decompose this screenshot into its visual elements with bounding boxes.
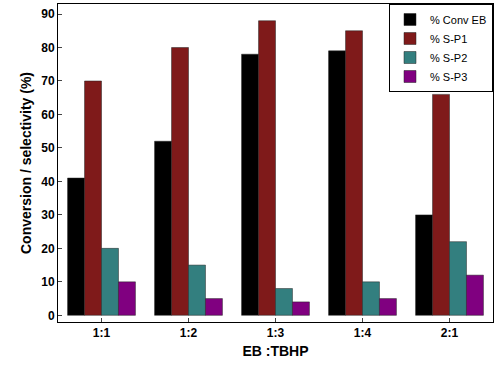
svg-text:90: 90 — [41, 7, 55, 21]
svg-text:20: 20 — [41, 242, 55, 256]
svg-text:EB :TBHP: EB :TBHP — [242, 343, 308, 359]
svg-text:1:1: 1:1 — [93, 326, 111, 340]
svg-text:30: 30 — [41, 208, 55, 222]
svg-text:1:3: 1:3 — [267, 326, 285, 340]
svg-text:0: 0 — [48, 309, 55, 323]
svg-text:10: 10 — [41, 275, 55, 289]
svg-text:% S-P1: % S-P1 — [430, 33, 467, 45]
svg-text:1:2: 1:2 — [180, 326, 198, 340]
svg-text:60: 60 — [41, 108, 55, 122]
svg-text:80: 80 — [41, 41, 55, 55]
svg-text:2:1: 2:1 — [441, 326, 459, 340]
svg-text:70: 70 — [41, 74, 55, 88]
svg-text:50: 50 — [41, 141, 55, 155]
svg-text:% Conv EB: % Conv EB — [430, 14, 486, 26]
svg-text:% S-P2: % S-P2 — [430, 52, 467, 64]
svg-text:40: 40 — [41, 175, 55, 189]
svg-text:1:4: 1:4 — [354, 326, 372, 340]
svg-text:Conversion / selectivity (%): Conversion / selectivity (%) — [18, 72, 34, 254]
svg-text:% S-P3: % S-P3 — [430, 71, 467, 83]
